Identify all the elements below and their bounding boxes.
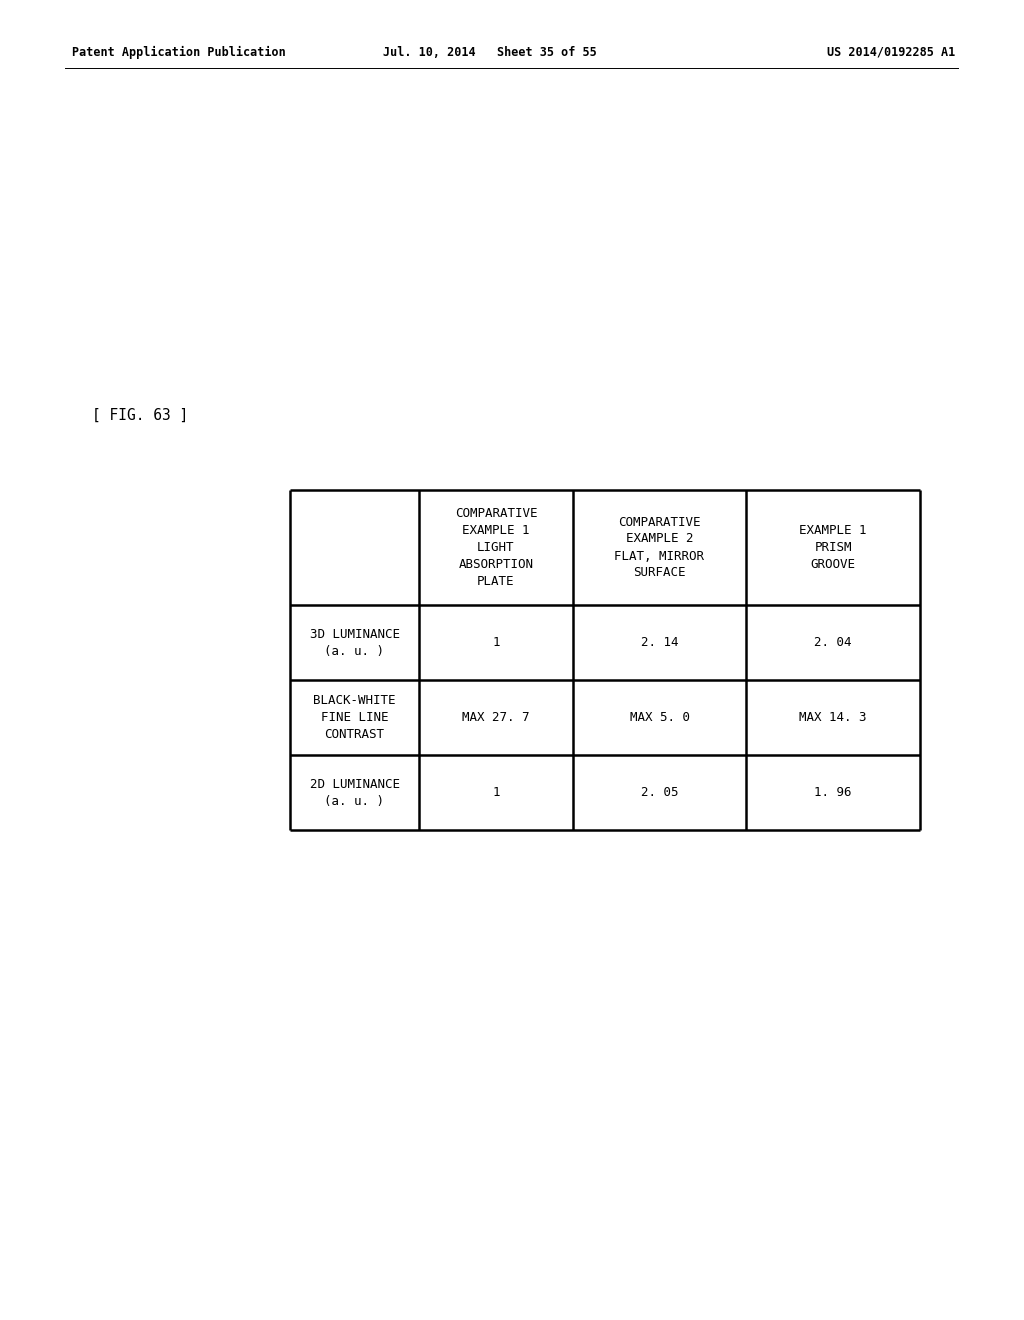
Text: MAX 5. 0: MAX 5. 0 (630, 711, 689, 723)
Text: 1: 1 (493, 785, 500, 799)
Text: US 2014/0192285 A1: US 2014/0192285 A1 (826, 45, 955, 58)
Text: MAX 27. 7: MAX 27. 7 (462, 711, 529, 723)
Text: EXAMPLE 1
PRISM
GROOVE: EXAMPLE 1 PRISM GROOVE (800, 524, 866, 572)
Text: 2. 14: 2. 14 (641, 636, 678, 649)
Text: Jul. 10, 2014   Sheet 35 of 55: Jul. 10, 2014 Sheet 35 of 55 (383, 45, 597, 58)
Text: MAX 14. 3: MAX 14. 3 (800, 711, 866, 723)
Text: BLACK-WHITE
FINE LINE
CONTRAST: BLACK-WHITE FINE LINE CONTRAST (313, 694, 395, 741)
Text: 2D LUMINANCE
(a. u. ): 2D LUMINANCE (a. u. ) (309, 777, 399, 808)
Text: 2. 04: 2. 04 (814, 636, 852, 649)
Text: Patent Application Publication: Patent Application Publication (72, 45, 286, 58)
Text: 3D LUMINANCE
(a. u. ): 3D LUMINANCE (a. u. ) (309, 627, 399, 657)
Text: COMPARATIVE
EXAMPLE 1
LIGHT
ABSORPTION
PLATE: COMPARATIVE EXAMPLE 1 LIGHT ABSORPTION P… (455, 507, 538, 587)
Text: [ FIG. 63 ]: [ FIG. 63 ] (92, 408, 188, 422)
Text: 2. 05: 2. 05 (641, 785, 678, 799)
Text: 1. 96: 1. 96 (814, 785, 852, 799)
Text: COMPARATIVE
EXAMPLE 2
FLAT, MIRROR
SURFACE: COMPARATIVE EXAMPLE 2 FLAT, MIRROR SURFA… (614, 516, 705, 579)
Text: 1: 1 (493, 636, 500, 649)
